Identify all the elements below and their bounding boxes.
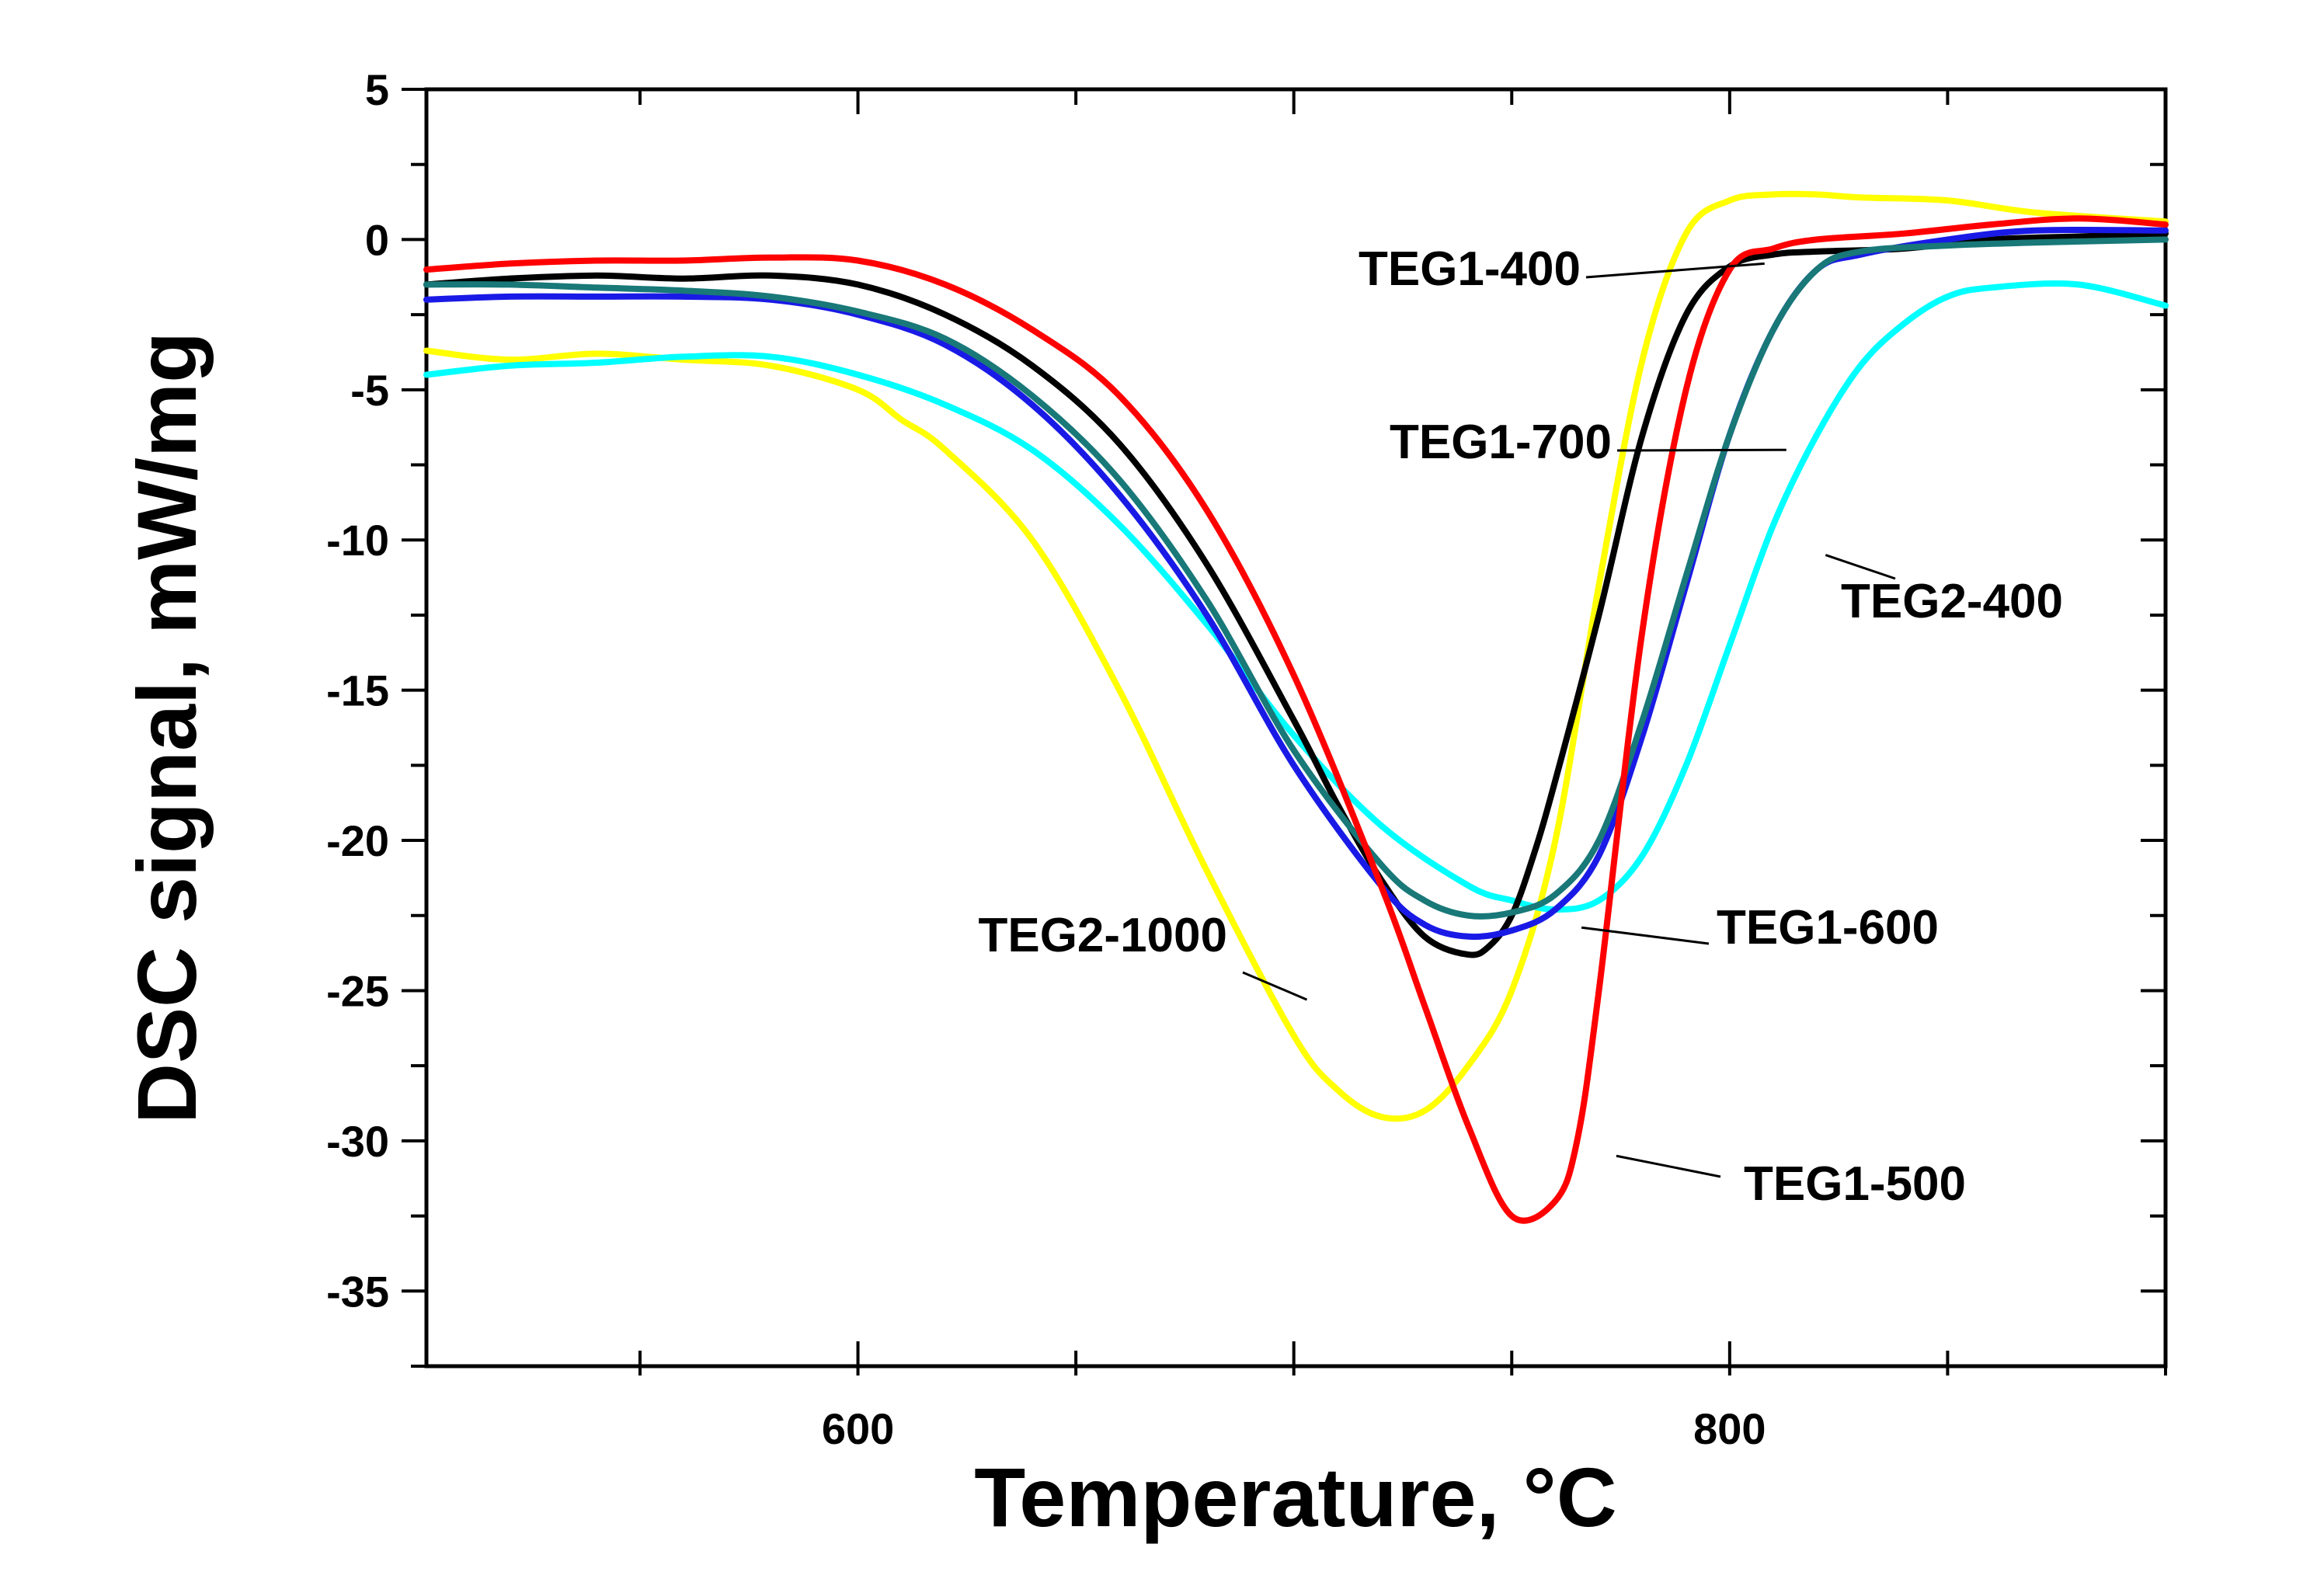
series-line-teg1-500 bbox=[423, 215, 2169, 1224]
y-tick-label: -5 bbox=[350, 366, 389, 415]
series-line-teg1-400 bbox=[423, 230, 2169, 958]
annotation-teg2-400: TEG2-400 bbox=[1841, 575, 2063, 628]
tick-labels: 600 800 5 0 -5 -10 -15 -20 -25 -30 -35 bbox=[326, 65, 1766, 1453]
plot-frame bbox=[424, 87, 2168, 1369]
annotation-teg1-600: TEG1-600 bbox=[1717, 901, 1939, 955]
leader-line-teg2-1000 bbox=[1242, 971, 1308, 1001]
annotation-teg1-500: TEG1-500 bbox=[1744, 1157, 1966, 1211]
leader-line-teg2-400 bbox=[1825, 554, 1896, 580]
series-line-teg1-700 bbox=[423, 236, 2169, 920]
y-tick-label: -30 bbox=[326, 1117, 389, 1166]
axis-ticks bbox=[402, 88, 2167, 1376]
y-tick-label: -20 bbox=[326, 816, 389, 865]
y-tick-label: 5 bbox=[365, 65, 389, 114]
y-tick-label: -25 bbox=[326, 966, 389, 1015]
y-tick-label: -35 bbox=[326, 1267, 389, 1316]
leader-line-teg1-600 bbox=[1581, 926, 1710, 945]
x-tick-label: 800 bbox=[1693, 1404, 1766, 1453]
x-axis-title: Temperature, °C bbox=[974, 1450, 1616, 1544]
series-layer bbox=[423, 190, 2169, 1224]
annotation-layer: TEG1-400 TEG1-700 TEG2-400 TEG1-600 TEG2-100… bbox=[978, 242, 2063, 1211]
annotation-teg1-700: TEG1-700 bbox=[1390, 416, 1612, 469]
annotation-teg2-1000: TEG2-1000 bbox=[978, 909, 1227, 962]
y-tick-label: 0 bbox=[365, 215, 389, 264]
annotation-teg1-400: TEG1-400 bbox=[1359, 242, 1581, 296]
leader-line-teg1-400 bbox=[1585, 262, 1765, 279]
x-tick-label: 600 bbox=[822, 1404, 894, 1453]
leader-line-teg1-500 bbox=[1616, 1154, 1721, 1178]
y-axis-title: DSC signal, mW/mg bbox=[120, 332, 214, 1124]
y-tick-label: -15 bbox=[326, 666, 389, 715]
y-tick-label: -10 bbox=[326, 516, 389, 565]
series-line-teg2-400 bbox=[423, 280, 2169, 913]
series-line-teg2-1000 bbox=[423, 190, 2169, 1122]
